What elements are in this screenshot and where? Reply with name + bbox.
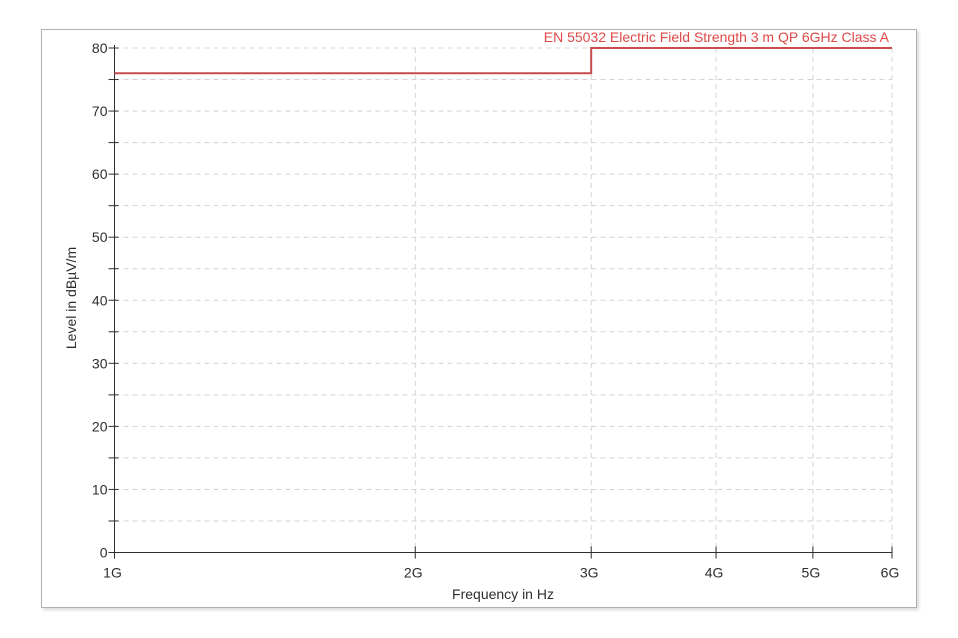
- y-axis-label: Level in dBµV/m: [63, 246, 79, 350]
- x-tick-label: 2G: [404, 565, 423, 581]
- y-tick-label: 50: [92, 229, 108, 245]
- y-tick-label: 0: [100, 545, 108, 561]
- y-tick-label: 10: [92, 481, 108, 497]
- y-tick-label: 40: [92, 292, 108, 308]
- y-tick-label: 20: [92, 418, 108, 434]
- x-tick-label: 3G: [580, 565, 599, 581]
- y-tick-label: 80: [92, 40, 108, 56]
- figure-frame: [41, 29, 917, 608]
- y-tick-label: 70: [92, 103, 108, 119]
- y-tick-label: 30: [92, 355, 108, 371]
- x-tick-label: 4G: [705, 565, 724, 581]
- x-tick-label: 1G: [103, 565, 122, 581]
- x-axis-label: Frequency in Hz: [452, 586, 554, 602]
- y-tick-label: 60: [92, 166, 108, 182]
- limit-line: [114, 47, 892, 75]
- chart-title: EN 55032 Electric Field Strength 3 m QP …: [543, 29, 889, 45]
- x-tick-label: 6G: [881, 565, 900, 581]
- x-tick-label: 5G: [802, 565, 821, 581]
